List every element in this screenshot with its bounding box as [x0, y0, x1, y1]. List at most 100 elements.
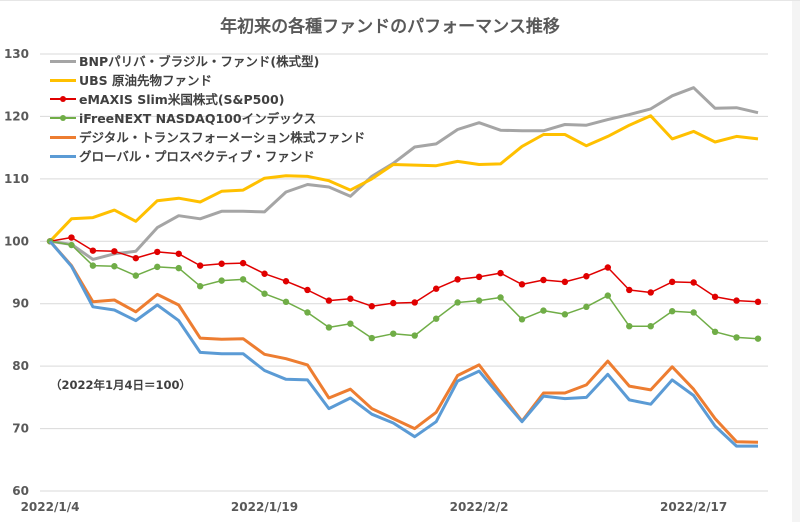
series-line	[48, 240, 758, 448]
data-point	[368, 303, 376, 310]
legend-swatch	[50, 152, 76, 160]
series-lines	[46, 86, 762, 448]
series-line	[49, 236, 759, 307]
legend-item: iFreeNEXT NASDAQ100インデックス	[50, 108, 365, 127]
series-line	[48, 240, 759, 444]
legend-swatch	[50, 76, 76, 84]
y-tick-label: 60	[12, 484, 29, 498]
data-point	[132, 254, 140, 262]
data-point	[626, 286, 633, 294]
data-point	[196, 283, 204, 290]
legend-swatch	[50, 95, 76, 103]
legend-label: eMAXIS Slim米国株式(S&P500)	[79, 92, 285, 107]
data-point	[239, 276, 247, 283]
data-point	[583, 273, 590, 280]
data-point	[754, 335, 762, 342]
data-point	[175, 250, 182, 257]
x-tick-label: 2022/1/4	[21, 500, 80, 514]
data-point	[282, 298, 290, 306]
x-axis-ticks: 2022/1/4 2022/1/19 2022/2/2 2022/2/17	[21, 500, 728, 514]
legend: BNPパリバ・ブラジル・ファンド(株式型) UBS 原油先物ファンド eMAXIS …	[50, 51, 365, 165]
y-tick-label: 130	[4, 47, 29, 61]
data-point	[218, 260, 225, 267]
data-point	[711, 293, 719, 301]
data-point	[561, 311, 569, 318]
data-point	[154, 263, 161, 271]
y-tick-label: 120	[4, 109, 29, 123]
data-point	[690, 279, 697, 286]
data-point	[239, 259, 247, 267]
base-date-annotation: （2022年1月4日＝100）	[50, 378, 192, 392]
data-point	[518, 281, 526, 288]
data-point	[154, 248, 161, 256]
x-tick-label: 2022/2/2	[450, 500, 509, 514]
data-point	[89, 247, 97, 254]
data-point	[733, 334, 740, 341]
series-グローバル・プロスペクティブ・ファンド	[48, 240, 758, 448]
data-point	[690, 309, 697, 316]
data-point	[411, 332, 418, 339]
data-point	[668, 278, 676, 286]
series-BNPパリバ・ブラジル・ファンド(株式型)	[49, 86, 759, 261]
data-point	[432, 285, 440, 292]
data-point	[218, 277, 225, 284]
data-point	[325, 297, 333, 304]
series-UBS 原油先物ファンド	[48, 114, 759, 243]
legend-swatch	[50, 57, 76, 65]
data-point	[325, 324, 333, 331]
data-point	[604, 292, 612, 299]
data-point	[282, 278, 290, 285]
data-point	[497, 269, 504, 277]
legend-item: BNPパリバ・ブラジル・ファンド(株式型)	[50, 51, 365, 70]
y-axis-ticks: 60 70 80 90 100 110 120 130	[4, 47, 29, 498]
window-edge	[792, 1, 800, 522]
data-point	[347, 295, 354, 302]
legend-label: デジタル・トランスフォーメーション株式ファンド	[79, 130, 366, 145]
data-point	[475, 297, 483, 304]
data-point	[475, 273, 483, 281]
data-point	[583, 303, 590, 311]
chart-title: 年初来の各種ファンドのパフォーマンス推移	[220, 17, 560, 37]
data-point	[540, 307, 547, 314]
data-point	[711, 328, 719, 336]
data-point	[132, 272, 140, 279]
legend-label: iFreeNEXT NASDAQ100インデックス	[79, 111, 317, 126]
data-point	[647, 289, 654, 296]
data-point	[304, 286, 311, 294]
data-point	[454, 299, 461, 306]
data-point	[261, 270, 268, 277]
x-tick-label: 2022/2/17	[660, 500, 727, 514]
data-point	[561, 278, 569, 286]
series-デジタル・トランスフォーメーション株式ファンド	[48, 240, 759, 444]
y-tick-label: 70	[12, 422, 29, 436]
data-point	[497, 294, 504, 301]
data-point	[454, 276, 461, 283]
data-point	[68, 234, 75, 241]
data-point	[111, 263, 118, 270]
data-point	[390, 330, 397, 337]
data-point	[261, 290, 268, 297]
series-eMAXIS Slim米国株式(S&P500)	[46, 234, 762, 310]
data-point	[604, 264, 612, 271]
data-point	[196, 262, 204, 269]
data-point	[111, 248, 118, 255]
legend-item: eMAXIS Slim米国株式(S&P500)	[50, 89, 365, 108]
legend-swatch	[50, 133, 76, 141]
data-point	[390, 299, 397, 307]
legend-label: BNPパリバ・ブラジル・ファンド(株式型)	[79, 54, 320, 69]
legend-item: UBS 原油先物ファンド	[50, 70, 365, 89]
data-point	[347, 320, 354, 327]
data-point	[518, 316, 526, 323]
legend-swatch	[50, 114, 76, 122]
data-point	[647, 322, 654, 330]
data-point	[368, 334, 376, 342]
series-line	[49, 86, 759, 261]
data-point	[540, 276, 547, 284]
y-tick-label: 100	[4, 234, 29, 248]
data-point	[175, 264, 182, 272]
data-point	[668, 308, 676, 315]
data-point	[68, 241, 75, 249]
data-point	[432, 315, 440, 322]
